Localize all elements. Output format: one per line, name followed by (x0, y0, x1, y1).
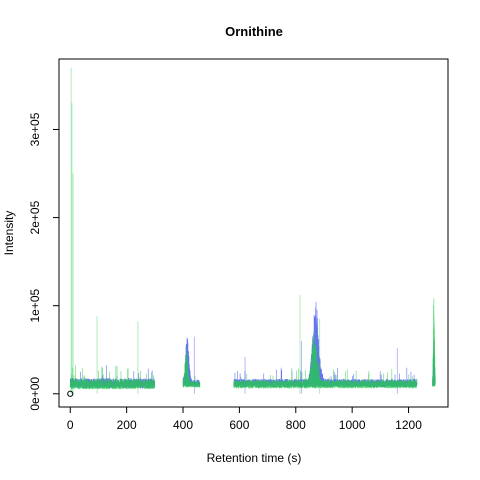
x-axis-label: Retention time (s) (207, 451, 302, 465)
y-tick-label: 0e+00 (28, 377, 42, 411)
x-tick-label: 600 (229, 418, 249, 432)
plot-area (67, 67, 436, 397)
y-tick-label: 3e+05 (28, 112, 42, 146)
x-tick-label: 1200 (395, 418, 422, 432)
point-marker-0 (67, 390, 74, 397)
series-green-segment-2 (233, 329, 418, 389)
series-green-segment-1 (182, 346, 201, 388)
y-tick-label: 2e+05 (28, 200, 42, 234)
axes: 0 200 400 600 800 1000 1200 0e+00 1e+05 2e+05 3e+0… (28, 112, 422, 432)
series-green-segment-3 (432, 298, 436, 387)
y-axis-label: Intensity (2, 211, 16, 256)
y-tick-label: 1e+05 (28, 289, 42, 323)
x-tick-label: 800 (286, 418, 306, 432)
plot-frame (58, 58, 449, 408)
series-green-segment-0 (69, 365, 156, 390)
x-tick-label: 0 (67, 418, 74, 432)
x-tick-label: 1000 (339, 418, 366, 432)
series-green (69, 67, 436, 394)
x-tick-label: 400 (173, 418, 193, 432)
chart-title: Ornithine (225, 24, 283, 39)
x-tick-label: 200 (117, 418, 137, 432)
